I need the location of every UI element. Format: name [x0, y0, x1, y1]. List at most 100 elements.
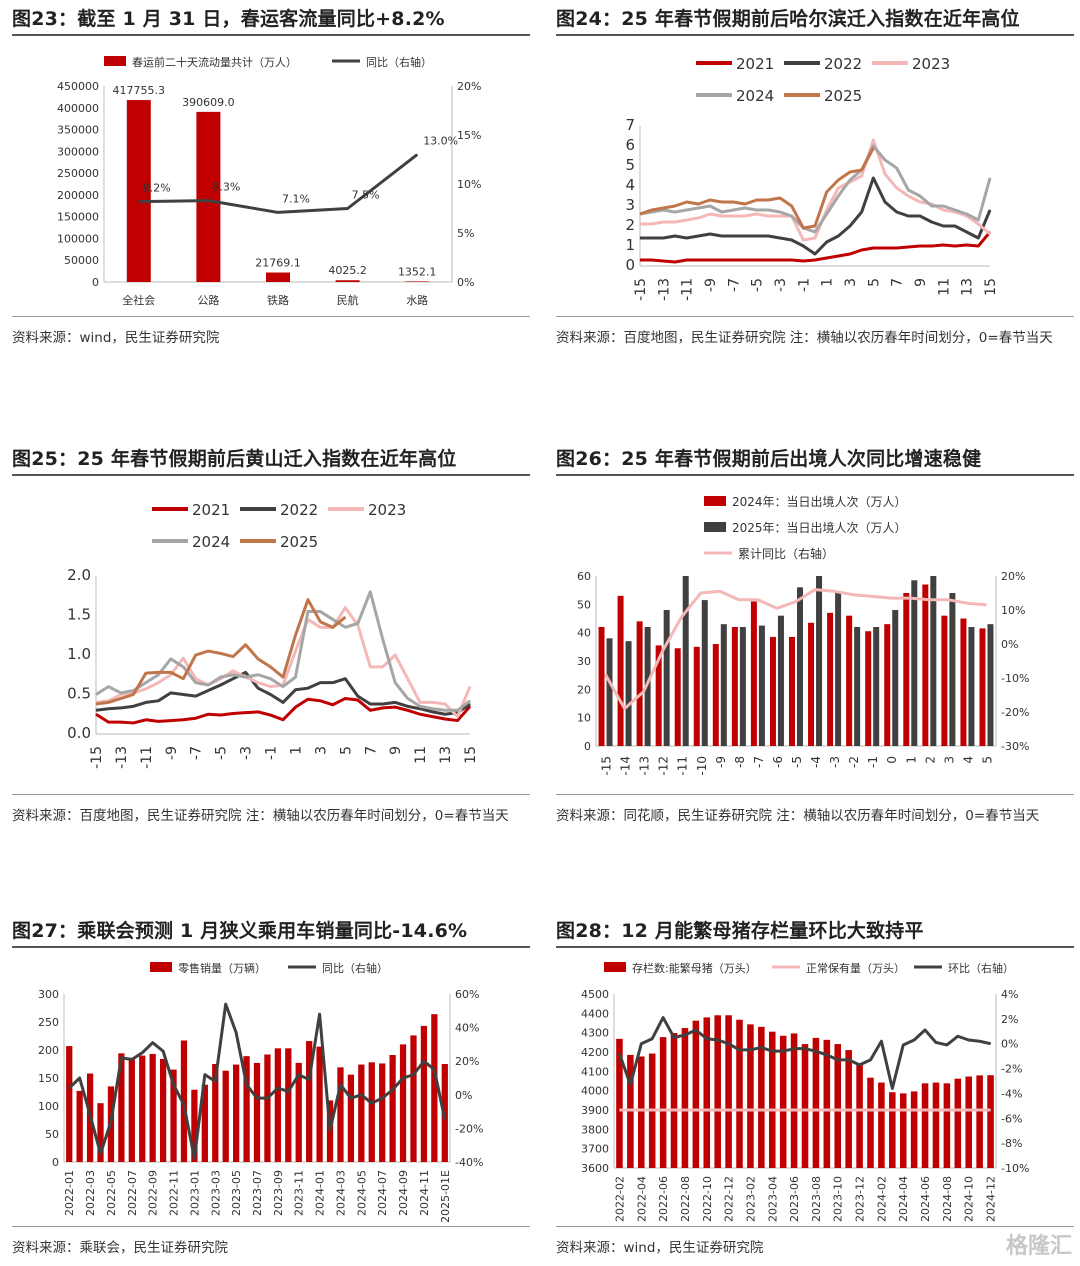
x-tick-label: 11 — [413, 746, 429, 764]
line-point — [814, 253, 816, 255]
bar-value-label: 21769.1 — [255, 257, 301, 270]
line-point — [977, 245, 979, 247]
line-point — [662, 1109, 664, 1111]
y2-tick-label: 20% — [457, 80, 481, 93]
bar — [965, 1076, 972, 1168]
y2-tick-label: 20% — [1001, 570, 1025, 583]
line-point — [257, 682, 259, 684]
line-point — [880, 1040, 882, 1042]
line-point — [760, 1046, 762, 1048]
y-tick-label: 4400 — [581, 1007, 609, 1020]
y-tick-label: 350000 — [57, 124, 99, 137]
line-point — [407, 678, 409, 680]
line-point — [120, 1057, 122, 1059]
line-point — [402, 1077, 404, 1079]
line-point — [257, 658, 259, 660]
x-tick-label: -5 — [214, 746, 230, 760]
line-point — [651, 237, 653, 239]
line-point — [469, 705, 471, 707]
line-point — [869, 1109, 871, 1111]
line-point — [826, 241, 828, 243]
x-tick-label: -5 — [790, 756, 804, 768]
bar — [681, 1028, 689, 1168]
y-tick-label: 7 — [625, 116, 635, 134]
line-point — [132, 722, 134, 724]
line-point — [270, 686, 272, 688]
line-point — [412, 1074, 414, 1076]
line-point — [804, 1048, 806, 1050]
series-line-2022 — [640, 176, 992, 256]
line-point — [298, 1074, 300, 1076]
legend-swatch — [704, 522, 726, 532]
line-point — [195, 717, 197, 719]
bar — [670, 1033, 678, 1168]
line-point — [207, 690, 209, 692]
line-point — [767, 259, 769, 261]
line-point — [107, 708, 109, 710]
bar-2025 — [739, 627, 746, 746]
x-tick-label: -13 — [114, 746, 130, 769]
bar-2024 — [712, 644, 719, 746]
y2-tick-label: -10% — [1001, 672, 1029, 685]
line-point — [935, 1041, 937, 1043]
x-tick-label: 13 — [438, 746, 454, 764]
line-point — [673, 1109, 675, 1111]
line-point — [695, 1109, 697, 1111]
line-point — [170, 692, 172, 694]
bar — [834, 1044, 842, 1168]
bar-2025 — [930, 576, 937, 746]
line-point — [170, 671, 172, 673]
line-point — [756, 235, 758, 237]
line-point — [728, 1043, 730, 1045]
line-point — [782, 1050, 784, 1052]
line-point — [651, 211, 653, 213]
x-tick-label: 2022-11 — [168, 1170, 181, 1216]
line-point — [931, 221, 933, 223]
line-point — [282, 686, 284, 688]
line-point — [369, 666, 371, 668]
line-point — [979, 1040, 981, 1042]
x-tick-label: 11 — [936, 278, 952, 296]
line-point — [966, 231, 968, 233]
bar-2024 — [846, 615, 853, 746]
line-point — [245, 671, 247, 673]
line-point — [814, 231, 816, 233]
x-tick-label: 2022-08 — [679, 1176, 692, 1222]
line-point — [989, 233, 991, 235]
line-point — [195, 682, 197, 684]
line-point — [837, 1109, 839, 1111]
line-point — [966, 213, 968, 215]
x-tick-label: 2022-09 — [147, 1170, 160, 1216]
line-point — [849, 225, 851, 227]
x-tick-label: 2024-09 — [397, 1170, 410, 1216]
bar — [823, 1039, 831, 1168]
line-point — [756, 209, 758, 211]
y2-tick-label: -4% — [1001, 1087, 1022, 1100]
line-point — [423, 1060, 425, 1062]
line-point — [618, 1053, 620, 1055]
x-tick-label: 2022-07 — [126, 1170, 139, 1216]
chart-svg: 零售销量（万辆） 同比（右轴） 0 50 100 150 200 250 300 -40% -20%… — [38, 961, 483, 1223]
line-point — [382, 638, 384, 640]
bar-value-label: 390609.0 — [182, 96, 235, 109]
bar-2024 — [979, 628, 986, 746]
line-point — [697, 235, 699, 237]
line-point — [861, 169, 863, 171]
y-tick-label: 30 — [577, 655, 591, 668]
line-point — [884, 247, 886, 249]
x-tick-label: 5 — [980, 756, 994, 764]
bar-2025 — [701, 600, 708, 746]
y-tick-label: 3800 — [581, 1123, 609, 1136]
line-point — [394, 701, 396, 703]
line-point — [207, 650, 209, 652]
bar — [867, 1077, 874, 1168]
line-point — [141, 1052, 143, 1054]
source-note: 资料来源：wind，民生证券研究院 — [556, 1226, 1074, 1261]
line-point — [319, 682, 321, 684]
line-point — [896, 167, 898, 169]
y2-tick-label: 15% — [457, 129, 481, 142]
line-point — [896, 187, 898, 189]
line-point — [182, 678, 184, 680]
line-point — [369, 703, 371, 705]
y-tick-label: 5 — [625, 156, 635, 174]
